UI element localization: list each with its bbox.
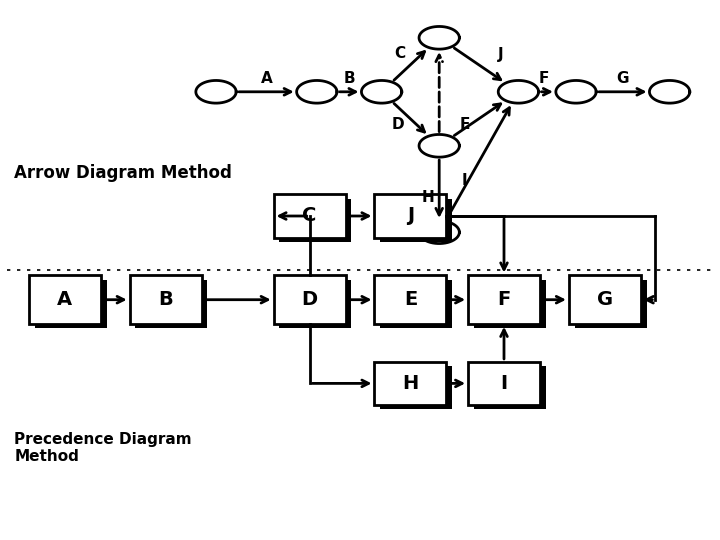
Text: G: G xyxy=(616,71,629,86)
FancyBboxPatch shape xyxy=(35,280,107,328)
FancyBboxPatch shape xyxy=(279,280,351,328)
FancyBboxPatch shape xyxy=(374,275,446,324)
FancyBboxPatch shape xyxy=(569,275,641,324)
Text: A: A xyxy=(57,290,73,309)
Text: E: E xyxy=(459,117,469,132)
Text: H: H xyxy=(422,190,435,205)
FancyBboxPatch shape xyxy=(274,275,346,324)
Text: J: J xyxy=(407,206,414,226)
FancyBboxPatch shape xyxy=(575,280,647,328)
FancyBboxPatch shape xyxy=(274,194,346,238)
Text: Arrow Diagram Method: Arrow Diagram Method xyxy=(14,164,233,182)
Text: F: F xyxy=(498,290,510,309)
Text: F: F xyxy=(539,71,549,86)
FancyBboxPatch shape xyxy=(374,362,446,405)
Text: H: H xyxy=(402,374,418,393)
Text: B: B xyxy=(343,71,355,86)
Text: A: A xyxy=(261,71,272,86)
Text: E: E xyxy=(404,290,417,309)
FancyBboxPatch shape xyxy=(468,362,540,405)
Text: D: D xyxy=(302,290,318,309)
Text: J: J xyxy=(498,46,503,62)
FancyBboxPatch shape xyxy=(374,194,446,238)
Text: C: C xyxy=(302,206,317,226)
Text: I: I xyxy=(500,374,508,393)
Text: D: D xyxy=(392,117,405,132)
FancyBboxPatch shape xyxy=(380,199,452,242)
FancyBboxPatch shape xyxy=(474,366,546,409)
Text: Precedence Diagram
Method: Precedence Diagram Method xyxy=(14,432,192,464)
Text: G: G xyxy=(597,290,613,309)
Text: B: B xyxy=(158,290,173,309)
Text: C: C xyxy=(394,46,405,62)
FancyBboxPatch shape xyxy=(130,275,202,324)
FancyBboxPatch shape xyxy=(380,366,452,409)
FancyBboxPatch shape xyxy=(474,280,546,328)
FancyBboxPatch shape xyxy=(135,280,207,328)
FancyBboxPatch shape xyxy=(468,275,540,324)
FancyBboxPatch shape xyxy=(380,280,452,328)
FancyBboxPatch shape xyxy=(279,199,351,242)
FancyBboxPatch shape xyxy=(29,275,101,324)
Text: I: I xyxy=(462,173,467,188)
